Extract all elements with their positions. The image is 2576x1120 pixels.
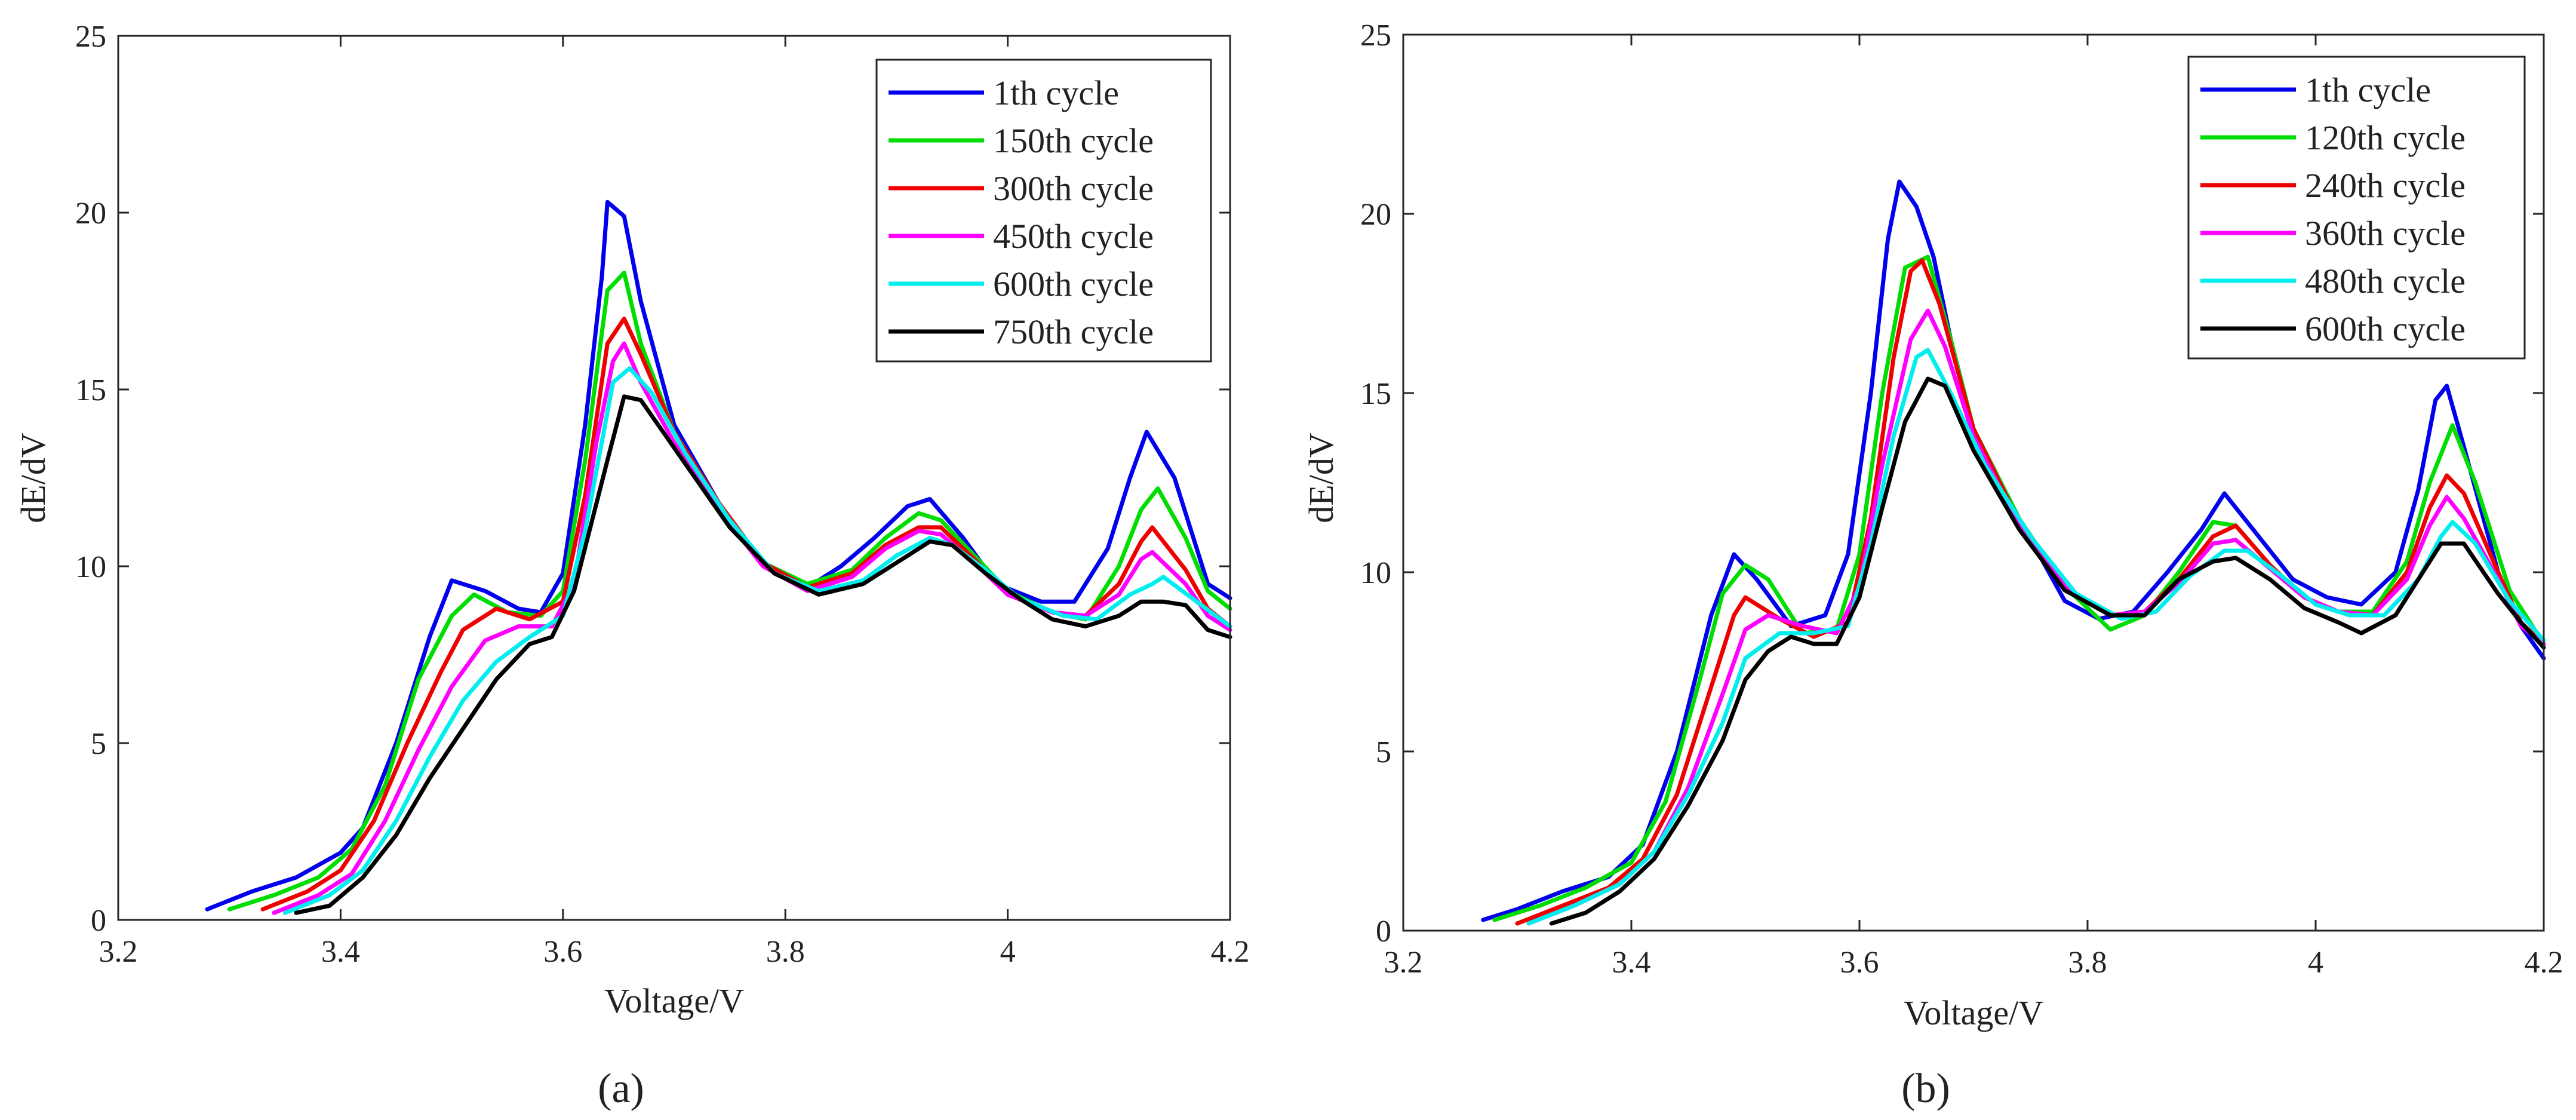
y-tick-label: 20 [75, 197, 106, 231]
y-tick-label: 15 [1360, 377, 1391, 411]
legend-label-1: 1th cycle [2305, 70, 2431, 109]
chart-panel-b: 3.2 3.4 3.6 3.8 4 4.2 0 5 10 15 20 25 Voltage/V dE/… [1302, 19, 2563, 1112]
y-tick-label: 0 [91, 904, 106, 938]
series-line-6 [1549, 376, 2546, 926]
legend-label-5: 600th cycle [993, 265, 1154, 303]
x-tick-label: 3.8 [2068, 946, 2107, 980]
axis-ticks-b: 3.2 3.4 3.6 3.8 4 4.2 0 5 10 15 20 25 [1360, 19, 2563, 980]
y-tick-label: 25 [75, 20, 106, 54]
y-tick-label: 10 [75, 550, 106, 584]
x-tick-label: 4.2 [2525, 946, 2563, 980]
legend-label-2: 150th cycle [993, 121, 1154, 160]
x-tick-label: 3.6 [1840, 946, 1879, 980]
legend-entries-a: 1th cycle 150th cycle 300th cycle 450th cyc… [889, 73, 1154, 351]
series-line-5 [1526, 348, 2546, 926]
y-tick-label: 10 [1360, 556, 1391, 590]
panel-caption-b: (b) [1901, 1066, 1950, 1112]
x-tick-label: 3.2 [99, 935, 138, 969]
legend-label-3: 300th cycle [993, 169, 1154, 208]
legend-label-6: 750th cycle [993, 312, 1154, 351]
legend-label-4: 450th cycle [993, 217, 1154, 256]
x-tick-label: 4 [1000, 935, 1016, 969]
legend-a: 1th cycle 150th cycle 300th cycle 450th cyc… [875, 59, 1212, 363]
series-line-4 [1526, 308, 2546, 926]
plot-border-a [117, 35, 1231, 921]
legend-label-2: 120th cycle [2305, 118, 2466, 157]
y-tick-label: 5 [1376, 735, 1391, 769]
legend-label-1: 1th cycle [993, 73, 1119, 112]
panel-caption-a: (a) [598, 1066, 644, 1112]
y-tick-label: 25 [1360, 19, 1391, 53]
legend-entries-b: 1th cycle 120th cycle 240th cycle 360th cyc… [2200, 70, 2466, 348]
legend-b: 1th cycle 120th cycle 240th cycle 360th cyc… [2187, 56, 2526, 360]
series-group-a [205, 200, 1232, 915]
series-group-b [1481, 179, 2546, 926]
legend-label-5: 480th cycle [2305, 262, 2466, 300]
x-tick-label: 3.4 [321, 935, 360, 969]
legend-label-4: 360th cycle [2305, 214, 2466, 253]
plot-border-b [1402, 33, 2545, 932]
y-tick-label: 20 [1360, 198, 1391, 232]
y-tick-label: 5 [91, 727, 106, 761]
series-line-5 [282, 366, 1232, 915]
x-tick-label: 4 [2308, 946, 2323, 980]
x-tick-label: 3.2 [1384, 946, 1423, 980]
x-tick-label: 3.8 [766, 935, 805, 969]
x-tick-label: 4.2 [1211, 935, 1250, 969]
y-axis-label-b: dE/dV [1302, 432, 1341, 523]
y-tick-label: 0 [1376, 915, 1391, 949]
series-line-6 [294, 394, 1232, 915]
axis-ticks-a: 3.2 3.4 3.6 3.8 4 4.2 0 5 10 15 20 25 [75, 20, 1250, 969]
legend-label-3: 240th cycle [2305, 166, 2466, 205]
y-tick-label: 15 [75, 373, 106, 407]
legend-box-a [875, 59, 1212, 363]
series-line-1 [205, 200, 1232, 912]
legend-box-b [2187, 56, 2526, 360]
x-tick-label: 3.6 [543, 935, 582, 969]
x-axis-label-b: Voltage/V [1904, 993, 2043, 1032]
x-axis-label-a: Voltage/V [604, 981, 744, 1020]
y-axis-label-a: dE/dV [14, 432, 53, 523]
chart-panel-a: 3.2 3.4 3.6 3.8 4 4.2 0 5 10 15 20 25 Voltage/V dE/… [14, 20, 1250, 1112]
legend-label-6: 600th cycle [2305, 309, 2466, 348]
x-tick-label: 3.4 [1612, 946, 1651, 980]
